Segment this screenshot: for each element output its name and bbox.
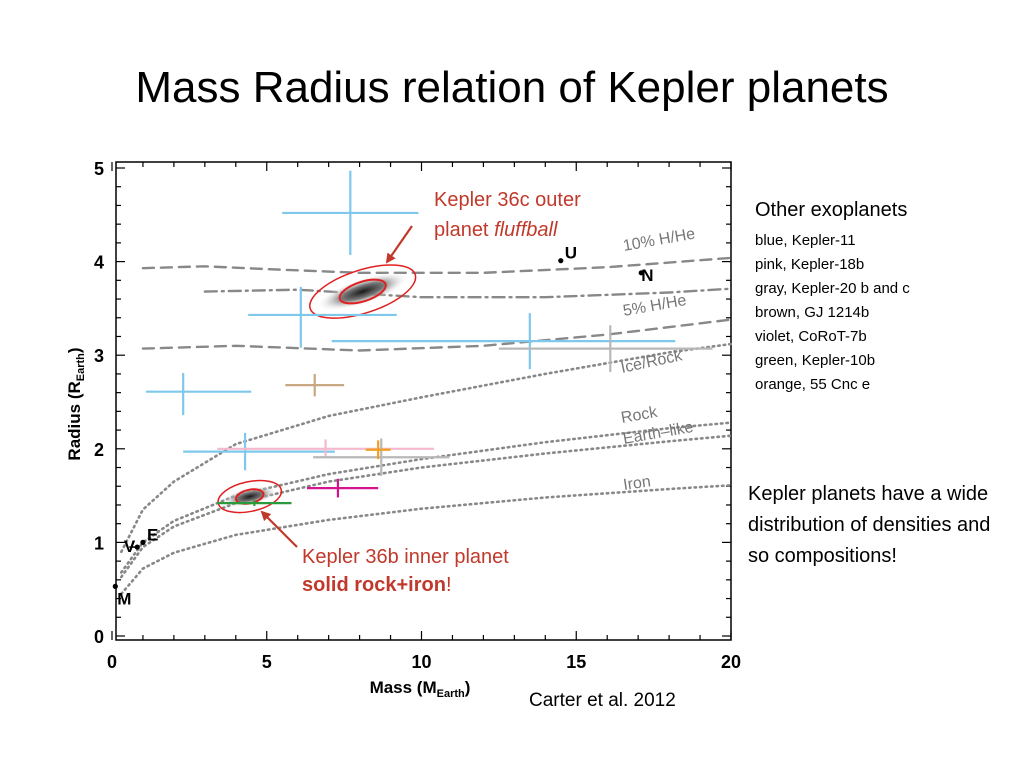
legend-item: brown, GJ 1214b: [755, 304, 870, 321]
y-tick-label: 3: [94, 346, 104, 366]
y-axis-label: Radius (REarth): [65, 347, 87, 460]
legend-item: gray, Kepler-20 b and c: [755, 280, 910, 297]
solar-system-planet: [134, 544, 140, 550]
legend-item: pink, Kepler-18b: [755, 256, 865, 273]
conclusion-note: Kepler planets have a wide distribution …: [748, 483, 991, 567]
solar-system-label: U: [565, 244, 577, 263]
kepler36-posterior: [217, 479, 283, 514]
solar-system-planet: [638, 270, 644, 276]
x-tick-label: 15: [566, 652, 586, 672]
legend-item: green, Kepler-10b: [755, 352, 876, 369]
y-tick-label: 2: [94, 440, 104, 460]
kepler36-posterior: [309, 264, 417, 319]
y-tick-label: 1: [94, 533, 104, 553]
y-tick-label: 0: [94, 627, 104, 647]
kepler36c-callout-line1: Kepler 36c outer: [434, 189, 581, 211]
legend-heading: Other exoplanets: [755, 199, 908, 221]
solar-system-label: M: [117, 589, 131, 608]
curve-label: Rock: [620, 404, 660, 427]
posterior-density: [222, 485, 278, 508]
solar-system-planet: [140, 539, 146, 546]
composition-curve: [141, 256, 733, 274]
x-tick-label: 10: [411, 652, 431, 672]
composition-curve: [120, 342, 733, 554]
kepler36b-arrow: [260, 510, 298, 548]
x-tick-label: 0: [107, 652, 117, 672]
x-tick-label: 20: [721, 652, 741, 672]
composition-curve: [120, 421, 733, 574]
x-axis-label: Mass (MEarth): [370, 678, 471, 700]
kepler36b-callout-line1: Kepler 36b inner planet: [302, 546, 509, 568]
solar-system-label: N: [641, 266, 653, 285]
composition-curve: [203, 287, 733, 299]
curve-label: Iron: [622, 473, 652, 494]
composition-curve: [120, 434, 733, 579]
y-tick-label: 4: [94, 253, 104, 273]
plot-frame: [115, 161, 732, 641]
kepler36c-callout-line2: planet fluffball: [434, 219, 558, 241]
kepler36c-arrow: [385, 225, 413, 264]
posterior-contour-outer: [309, 264, 417, 319]
legend-item: violet, CoRoT-7b: [755, 328, 867, 345]
kepler36b-callout-line2: solid rock+iron!: [302, 574, 452, 596]
composition-curve: [120, 484, 733, 596]
composition-curve: [141, 318, 733, 352]
solar-system-planet: [112, 583, 118, 589]
legend-item: orange, 55 Cnc e: [755, 376, 871, 393]
citation: Carter et al. 2012: [529, 690, 676, 711]
solar-system-label: E: [147, 525, 158, 544]
posterior-density: [316, 272, 409, 311]
legend-item: blue, Kepler-11: [755, 232, 856, 249]
solar-system-planet: [558, 258, 564, 264]
slide-title: Mass Radius relation of Kepler planets: [135, 63, 889, 112]
y-tick-label: 5: [94, 159, 104, 179]
x-tick-label: 5: [262, 652, 272, 672]
posterior-contour-inner: [338, 278, 387, 305]
legend-list: blue, Kepler-11 pink, Kepler-18b gray, K…: [755, 229, 910, 397]
